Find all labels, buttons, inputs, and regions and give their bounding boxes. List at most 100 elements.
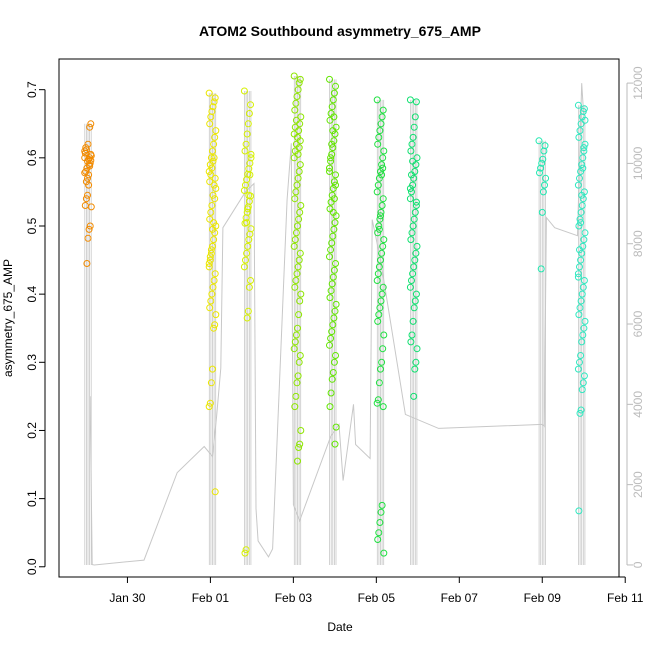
data-point [210, 277, 218, 284]
data-point [86, 159, 94, 167]
data-point [408, 229, 416, 237]
data-point [539, 188, 547, 196]
data-point [412, 249, 420, 257]
data-point [581, 140, 589, 148]
data-point [210, 154, 218, 162]
data-point [326, 168, 333, 175]
data-point [297, 427, 305, 434]
x-tick-label: Feb 01 [192, 591, 230, 605]
data-point [242, 546, 250, 554]
data-point [294, 372, 302, 380]
data-point [326, 253, 333, 261]
data-point [577, 406, 585, 414]
data-point [244, 242, 252, 250]
data-point [579, 195, 587, 203]
data-point [244, 205, 252, 213]
data-point [330, 266, 338, 274]
data-point [580, 324, 588, 332]
data-point [577, 256, 585, 264]
data-point [406, 195, 414, 203]
x-axis-label: Date [327, 620, 353, 634]
y2-tick-label: 6000 [631, 310, 645, 337]
data-point [413, 242, 421, 250]
y-tick-label: 0.3 [25, 354, 39, 371]
data-point [208, 290, 216, 298]
y-tick-label: 0.1 [25, 490, 39, 507]
data-point [87, 152, 95, 160]
data-point [82, 178, 90, 186]
data-point [541, 181, 548, 189]
data-point [408, 188, 415, 196]
data-point [208, 202, 216, 209]
data-point [576, 263, 583, 271]
data-point [410, 123, 418, 131]
data-point [578, 161, 586, 169]
data-point [295, 215, 303, 223]
data-point [576, 409, 584, 417]
data-point [295, 144, 303, 152]
x-tick-label: Feb 05 [358, 591, 396, 605]
data-point [210, 181, 218, 189]
data-point [376, 127, 384, 135]
data-point [291, 106, 299, 114]
data-point [207, 154, 215, 162]
data-point [328, 239, 336, 247]
data-point [412, 290, 420, 298]
data-point [329, 144, 337, 152]
data-point [207, 113, 215, 121]
data-point [330, 358, 338, 366]
data-point [206, 253, 214, 261]
y2-tick-label: 2000 [631, 471, 645, 498]
data-point [406, 96, 414, 104]
data-point [297, 113, 305, 121]
data-point [326, 294, 334, 302]
data-point [329, 273, 337, 281]
data-point [243, 130, 251, 138]
data-point [374, 317, 382, 325]
data-point [574, 101, 582, 109]
data-point [378, 290, 386, 298]
data-point [293, 93, 301, 100]
data-point [211, 174, 219, 182]
data-point [411, 365, 419, 373]
data-point [296, 297, 304, 305]
data-point [211, 133, 219, 141]
data-point [379, 195, 387, 203]
y2-tick-label: 8000 [631, 230, 645, 257]
data-point [206, 304, 214, 312]
x-tick-label: Feb 07 [441, 591, 479, 605]
data-point [579, 331, 587, 339]
data-point [84, 234, 92, 242]
data-point [245, 191, 253, 199]
data-point [575, 222, 583, 230]
data-point [332, 352, 339, 359]
data-point [374, 140, 382, 148]
data-point [207, 249, 215, 257]
data-point [577, 219, 585, 227]
data-point [294, 263, 302, 271]
data-point [328, 328, 336, 336]
data-point [290, 72, 298, 80]
data-point [83, 260, 91, 267]
x-tick-label: Feb 09 [524, 591, 562, 605]
data-point [332, 82, 339, 90]
data-point [84, 174, 91, 182]
data-point [242, 256, 249, 264]
x-tick-label: Feb 03 [275, 591, 313, 605]
data-point [329, 127, 337, 135]
data-point [375, 311, 383, 319]
y-axis-label: asymmetry_675_AMP [1, 259, 15, 377]
data-point [332, 423, 340, 431]
data-point [242, 140, 250, 148]
data-point [379, 403, 387, 411]
y2-tick-label: 10000 [631, 146, 645, 180]
data-point [293, 181, 301, 189]
data-point [575, 311, 583, 319]
data-point [575, 133, 583, 141]
data-point [291, 403, 299, 411]
data-point [410, 392, 418, 400]
data-point [211, 321, 219, 329]
data-point [211, 94, 219, 102]
data-point [332, 300, 340, 308]
data-point [294, 324, 301, 332]
